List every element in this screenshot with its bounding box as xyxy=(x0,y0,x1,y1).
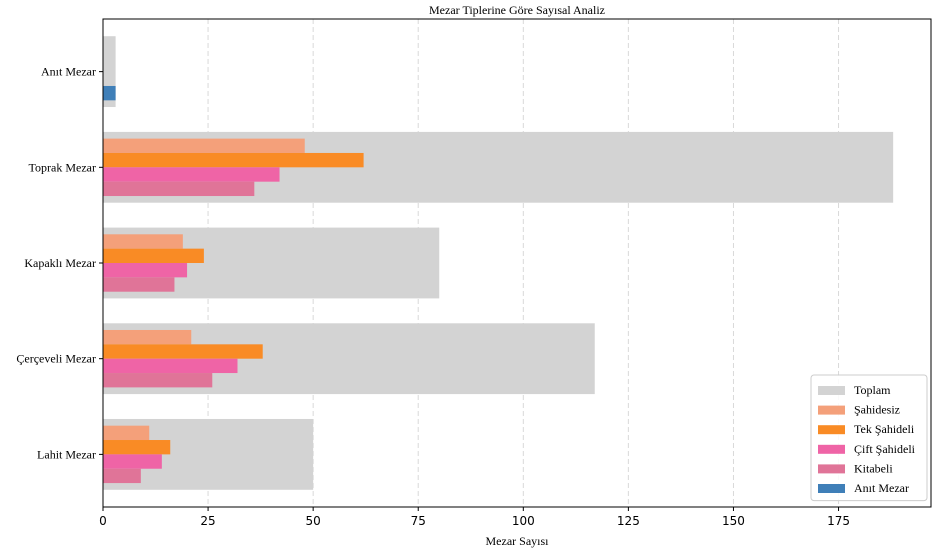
x-tick-label: 25 xyxy=(200,514,215,528)
bar-series-0 xyxy=(103,329,192,345)
legend: Toplam Şahidesiz Tek Şahideli Çift Şahideli… xyxy=(810,374,928,502)
bars xyxy=(103,36,894,490)
bar-series-2 xyxy=(103,358,238,374)
bar-series-2 xyxy=(103,167,280,182)
y-tick-label: Anıt Mezar xyxy=(41,65,96,79)
x-axis-label: Mezar Sayısı xyxy=(486,534,550,548)
bar-series-3 xyxy=(103,277,175,292)
legend-swatch xyxy=(818,464,845,474)
y-tick-label: Toprak Mezar xyxy=(29,160,96,174)
legend-swatch xyxy=(818,386,845,395)
bar-series-3 xyxy=(103,181,255,197)
bar-series-1 xyxy=(103,344,263,359)
bar-series-3 xyxy=(103,468,141,484)
bar-series-4 xyxy=(103,85,116,101)
x-ticks: 0 25 50 75 100 125 150 175 xyxy=(99,507,850,528)
bar-series-0 xyxy=(103,425,150,441)
x-tick-label: 100 xyxy=(512,514,535,528)
x-tick-label: 150 xyxy=(722,514,745,528)
x-tick-label: 50 xyxy=(306,514,321,528)
y-ticks: Anıt Mezar Toprak Mezar Kapaklı Mezar Çerçe… xyxy=(16,65,103,461)
y-tick-label: Kapaklı Mezar xyxy=(24,256,96,270)
bar-series-1 xyxy=(103,248,204,263)
legend-swatch xyxy=(818,425,845,435)
bar-series-2 xyxy=(103,263,188,278)
x-tick-label: 175 xyxy=(827,514,850,528)
legend-swatch xyxy=(818,444,845,454)
legend-swatch xyxy=(818,405,845,415)
x-tick-label: 0 xyxy=(99,514,107,528)
bar-series-1 xyxy=(103,152,364,168)
x-tick-label: 125 xyxy=(617,514,640,528)
chart-title: Mezar Tiplerine Göre Sayısal Analiz xyxy=(429,3,605,17)
x-tick-label: 75 xyxy=(411,514,426,528)
y-tick-label: Çerçeveli Mezar xyxy=(16,352,96,366)
legend-label: Şahidesiz xyxy=(854,403,900,417)
legend-swatch xyxy=(818,484,845,493)
bar-series-3 xyxy=(103,373,213,388)
bar-series-0 xyxy=(103,138,305,153)
legend-label: Kitabeli xyxy=(854,461,893,475)
legend-label: Tek Şahideli xyxy=(854,422,915,436)
y-tick-label: Lahit Mezar xyxy=(37,447,96,461)
bar-series-0 xyxy=(103,234,183,249)
legend-label: Çift Şahideli xyxy=(854,442,916,456)
legend-label: Anıt Mezar xyxy=(854,481,909,495)
legend-label: Toplam xyxy=(854,383,891,397)
bar-series-2 xyxy=(103,454,162,469)
bar-series-1 xyxy=(103,440,171,455)
